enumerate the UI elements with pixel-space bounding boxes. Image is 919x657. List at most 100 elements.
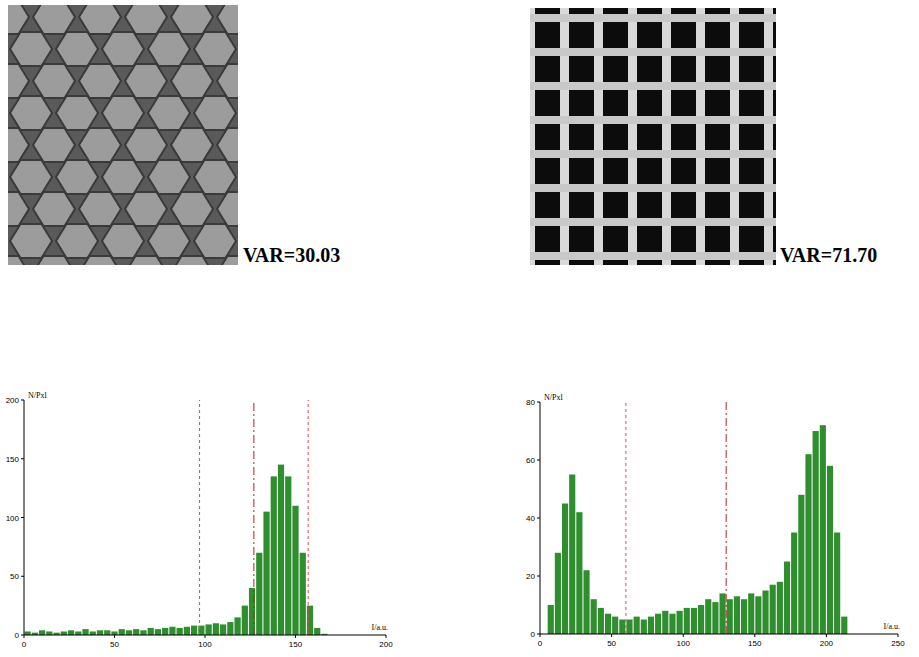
hexagon [148,96,190,130]
bar [61,631,67,635]
x-tick-label: 250 [891,639,905,648]
histogram-chart: 050100150200250020406080N/PxlI/a.u. [526,393,905,648]
bar [97,630,103,635]
texture-mesh [530,8,776,265]
y-tick-label: 80 [526,398,535,407]
hexagon [171,5,213,34]
hexagon [194,224,236,258]
y-tick [21,635,24,636]
bar [191,626,197,635]
hexagon [79,5,121,34]
thread-horizontal [530,184,776,192]
y-tick [537,460,540,461]
hexagon [8,192,29,226]
hexagon [79,64,121,98]
hexagon [56,160,98,194]
bar [177,628,183,635]
bar [213,623,219,635]
hexagon [8,256,29,265]
bar [669,614,675,634]
hexagon [194,96,236,130]
y-axis-title: N/Pxl [544,393,563,402]
y-tick [537,402,540,403]
bar [641,620,647,635]
y-axis-title: N/Pxl [28,391,47,400]
x-tick-label: 0 [22,640,27,649]
hexagon [33,128,75,162]
x-tick [114,635,115,638]
hexagon [125,64,167,98]
bar [104,630,110,635]
bar [762,591,768,635]
hexagon [194,160,236,194]
thread-vertical [560,8,569,265]
bar [684,608,690,634]
hexagon [217,256,238,265]
bar [278,465,284,635]
bar [805,454,811,634]
hexagon [10,96,52,130]
bar [68,630,74,635]
hexagon [171,128,213,162]
x-tick [611,634,612,637]
x-tick [295,635,296,638]
bar [798,495,804,634]
bar [727,599,733,634]
hexagon [33,64,75,98]
hexagon [102,160,144,194]
bar [591,599,597,634]
bar [111,631,117,635]
texture-hexagons [8,5,238,265]
bar [314,628,320,635]
bar [234,617,240,635]
hexagon [171,256,213,265]
x-tick-label: 0 [538,639,543,648]
y-tick-label: 0 [531,630,536,639]
bar [148,628,154,635]
y-tick [21,517,24,518]
bar [712,602,718,634]
hexagon [33,256,75,265]
thread-vertical [662,8,671,265]
bar [562,504,568,635]
x-tick [683,634,684,637]
bar [748,593,754,634]
bar [784,562,790,635]
hexagon [8,64,29,98]
marker-line [726,402,727,634]
bar [46,631,52,635]
histogram-chart: 050100150200050100150200N/PxlI/a.u. [6,391,394,649]
bar [162,628,168,635]
bar [813,431,819,634]
hexagon [79,192,121,226]
thread-horizontal [530,252,776,260]
bar [25,631,31,635]
bar [555,553,561,634]
hexagon [33,5,75,34]
image-ground [8,5,238,265]
x-tick-label: 150 [748,639,762,648]
bar [834,533,840,635]
hexagon [56,32,98,66]
bar [263,512,269,635]
hexagon [10,160,52,194]
hexagon [148,32,190,66]
x-tick-label: 150 [289,640,303,649]
bars [548,402,848,634]
hexagon [217,64,238,98]
y-tick-label: 20 [526,572,535,581]
bar [256,553,262,635]
hexagon [125,256,167,265]
y-tick [21,576,24,577]
bar [619,620,625,635]
thread-vertical [730,8,739,265]
x-tick-label: 200 [820,639,834,648]
bar [126,630,132,635]
hexagon [125,192,167,226]
x-axis-title: I/a.u. [884,622,900,631]
bar [655,614,661,634]
marker-line [199,400,200,635]
figure: VAR=30.03VAR=71.700501001502000501001502… [0,0,919,657]
bar [626,620,632,635]
marker-line [308,400,309,635]
